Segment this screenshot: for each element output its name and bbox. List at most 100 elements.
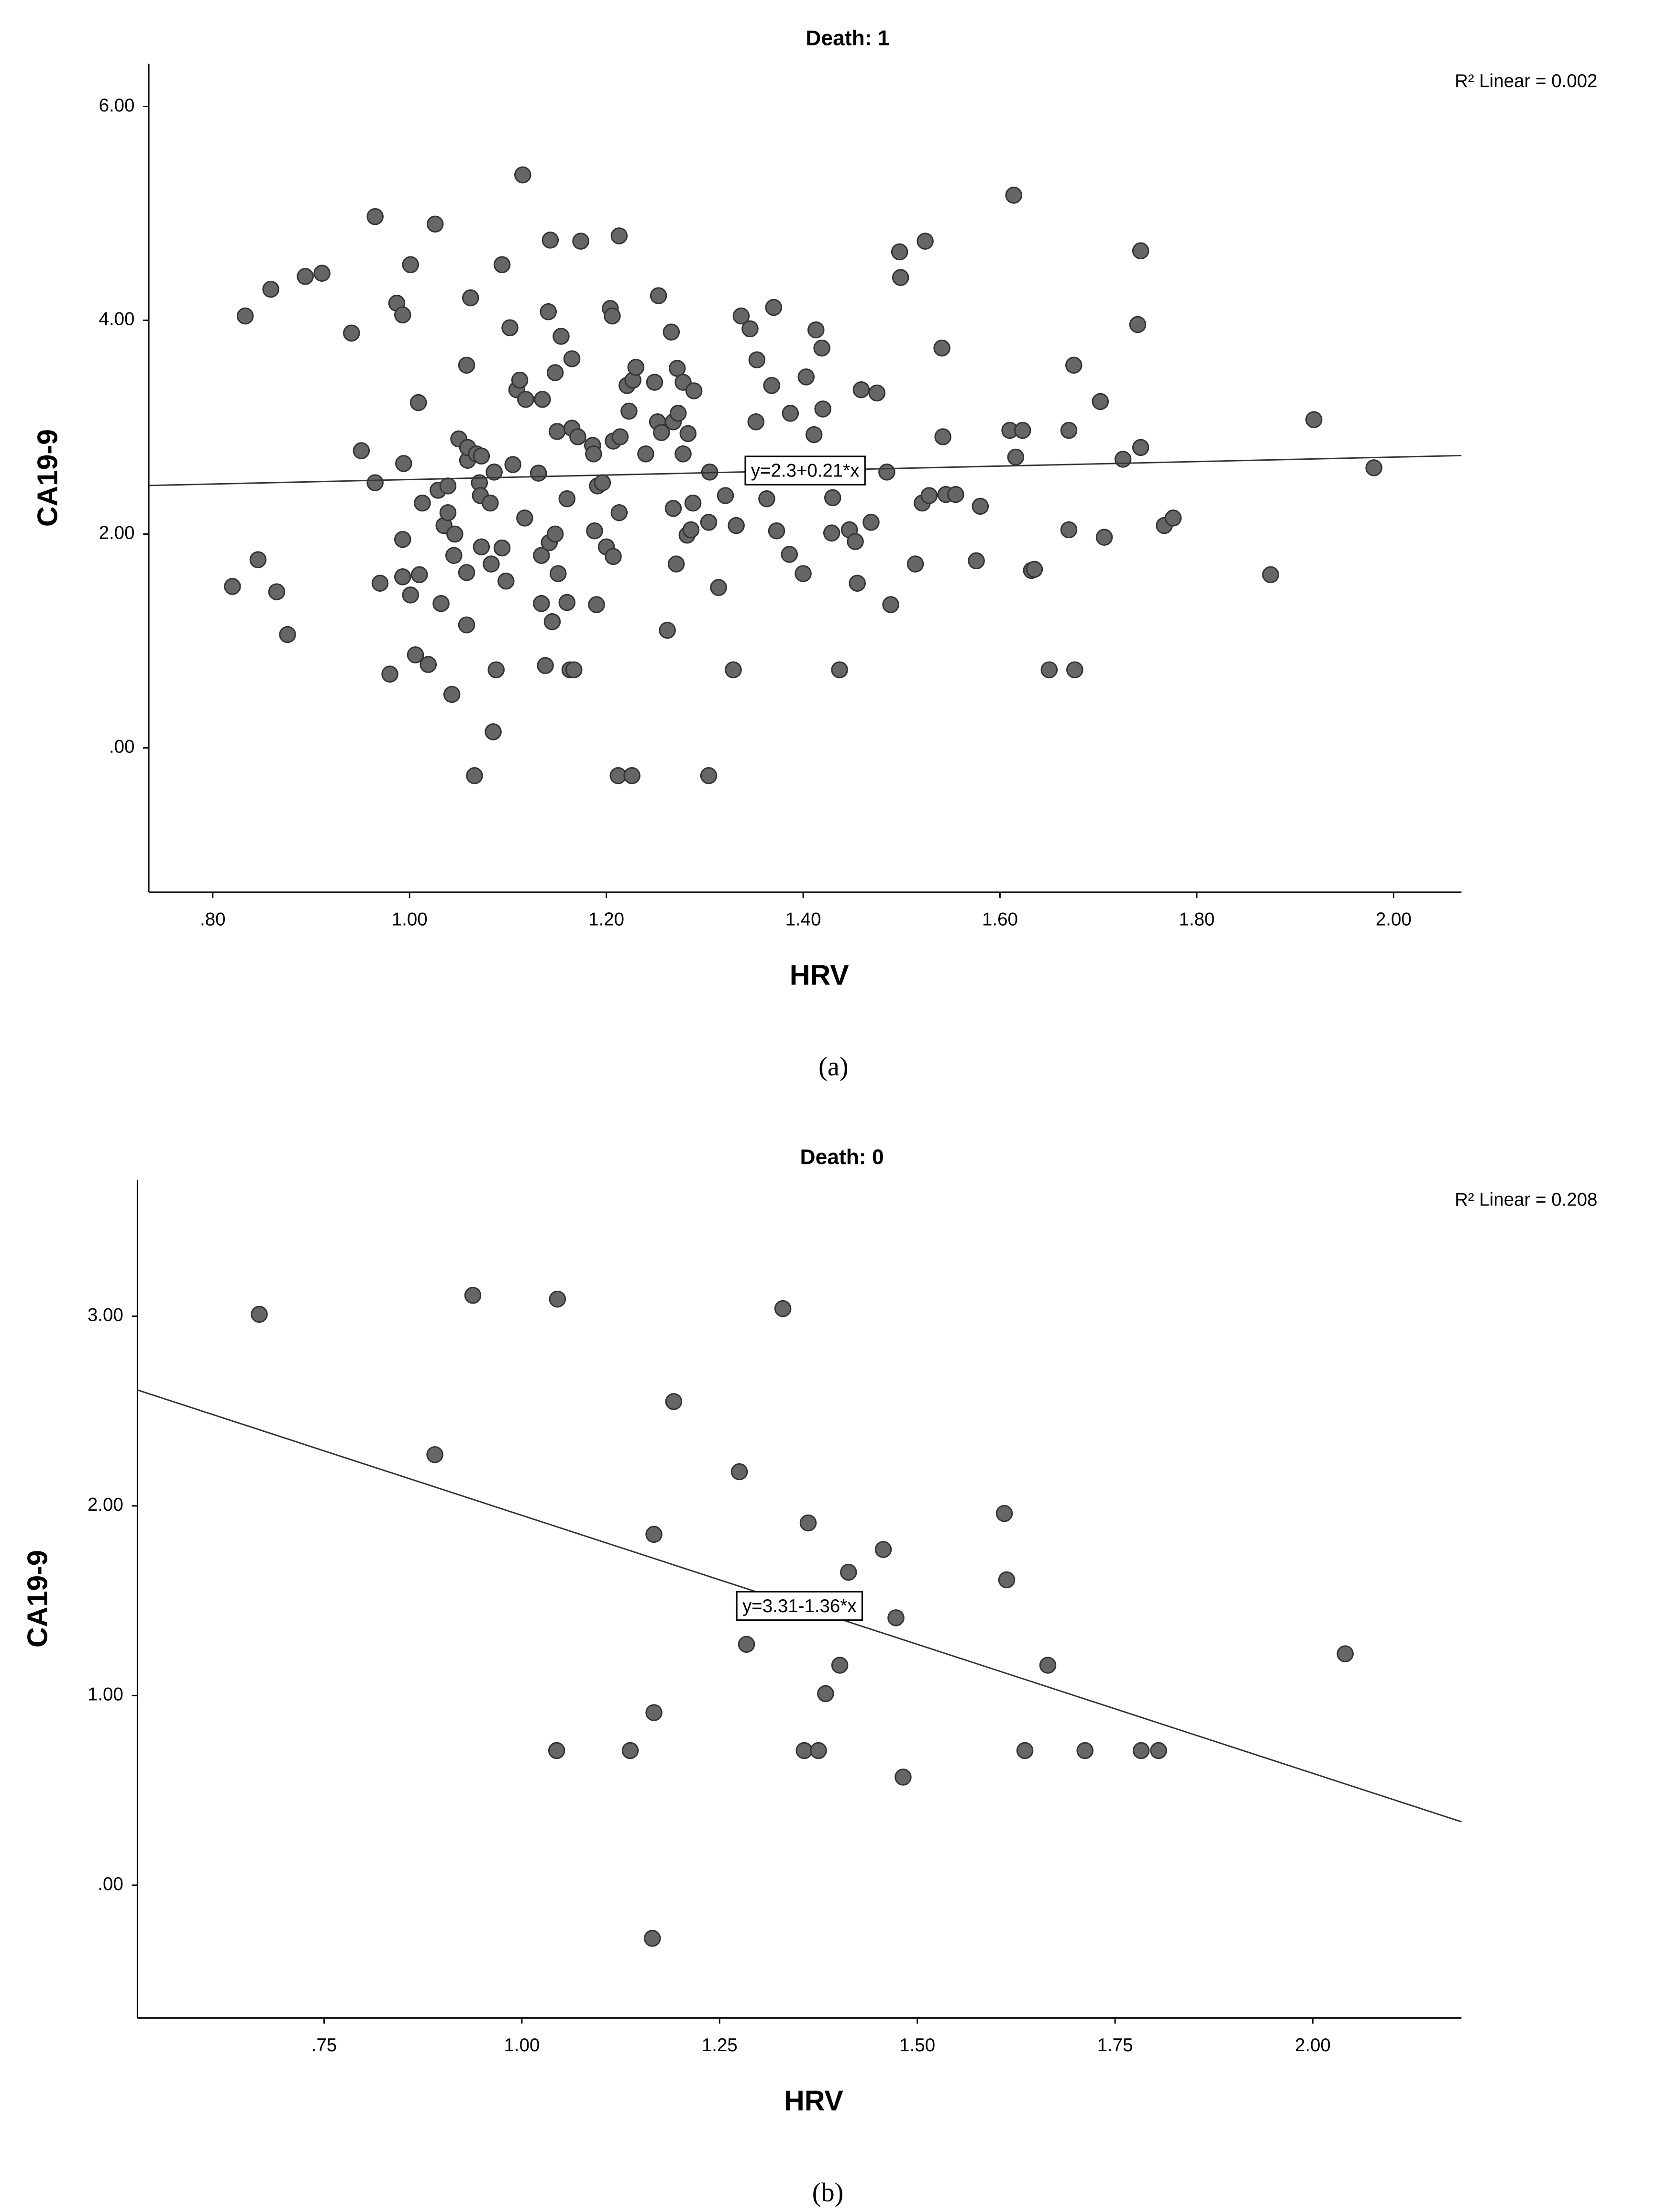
y-tick-label: 3.00: [88, 1305, 123, 1326]
point: [550, 565, 567, 582]
point: [262, 280, 279, 298]
x-axis-label: HRV: [784, 2085, 843, 2117]
point: [409, 394, 427, 411]
point: [868, 384, 886, 402]
point: [501, 319, 519, 336]
point: [1262, 566, 1279, 584]
point: [1060, 421, 1078, 439]
point: [395, 455, 412, 472]
point: [849, 575, 866, 592]
point: [548, 423, 566, 440]
chart-title: Death: 0: [800, 1145, 884, 1169]
point: [621, 1742, 639, 1759]
point: [297, 268, 314, 285]
point: [763, 377, 780, 394]
point: [443, 686, 461, 703]
point: [972, 498, 989, 515]
point: [674, 445, 692, 463]
point: [765, 299, 783, 316]
point: [730, 1463, 748, 1481]
point: [458, 564, 475, 581]
point: [611, 428, 629, 445]
point: [700, 767, 718, 785]
point: [817, 1685, 834, 1703]
point: [882, 596, 899, 613]
point: [682, 521, 700, 539]
point: [995, 1505, 1013, 1522]
point: [782, 405, 799, 422]
x-tick-label: .80: [200, 909, 225, 929]
x-tick-label: 1.20: [588, 909, 624, 929]
point: [710, 579, 727, 596]
point: [569, 428, 586, 445]
x-tick-label: .75: [311, 2035, 337, 2056]
point: [279, 626, 296, 643]
point: [1065, 356, 1083, 374]
point: [426, 1446, 443, 1463]
point: [511, 371, 529, 389]
point: [533, 547, 550, 564]
point: [594, 474, 611, 491]
point: [504, 456, 521, 473]
point: [840, 1563, 857, 1581]
point: [732, 307, 750, 325]
point: [917, 232, 934, 250]
point: [1132, 439, 1149, 456]
point: [543, 613, 561, 630]
point: [394, 568, 411, 586]
point: [381, 665, 398, 683]
point: [563, 350, 581, 367]
annotation: R² Linear = 0.208: [1455, 1190, 1597, 1210]
point: [831, 661, 848, 678]
point: [534, 391, 551, 408]
annotation: R² Linear = 0.002: [1455, 71, 1597, 91]
point: [1005, 187, 1023, 204]
point: [1132, 1742, 1150, 1759]
point: [485, 723, 502, 741]
y-tick-label: 4.00: [99, 309, 135, 330]
point: [795, 565, 812, 582]
point: [426, 215, 444, 233]
point: [807, 321, 825, 339]
point: [420, 656, 437, 673]
point: [585, 445, 602, 463]
x-tick-label: 1.80: [1179, 909, 1215, 929]
x-tick-label: 1.50: [899, 2035, 935, 2056]
point: [1007, 448, 1025, 466]
point: [343, 324, 360, 342]
x-tick-label: 1.00: [504, 2035, 540, 2056]
point: [558, 490, 576, 508]
point: [1337, 1645, 1354, 1662]
point: [588, 596, 605, 613]
point: [546, 525, 564, 543]
y-tick-label: .00: [98, 1874, 123, 1894]
point: [637, 445, 654, 463]
point: [483, 555, 500, 573]
point: [758, 490, 775, 508]
point: [670, 405, 687, 422]
point: [738, 1636, 755, 1653]
point: [934, 428, 951, 445]
point: [623, 767, 641, 785]
point: [411, 566, 428, 584]
point: [878, 464, 895, 481]
point: [1014, 421, 1031, 439]
point: [493, 539, 511, 557]
point: [847, 533, 864, 550]
point: [552, 328, 570, 345]
point: [684, 494, 702, 512]
point: [1365, 459, 1382, 476]
point: [394, 306, 411, 324]
point: [795, 1742, 813, 1759]
point: [546, 364, 564, 381]
point: [799, 1514, 817, 1532]
y-tick-label: 2.00: [99, 523, 135, 543]
point: [748, 351, 766, 368]
point: [813, 339, 830, 357]
x-tick-label: 1.75: [1097, 2035, 1133, 2056]
point: [439, 504, 457, 521]
point: [653, 424, 670, 441]
y-tick-label: 2.00: [88, 1494, 123, 1515]
point: [947, 486, 964, 503]
point: [627, 359, 645, 376]
